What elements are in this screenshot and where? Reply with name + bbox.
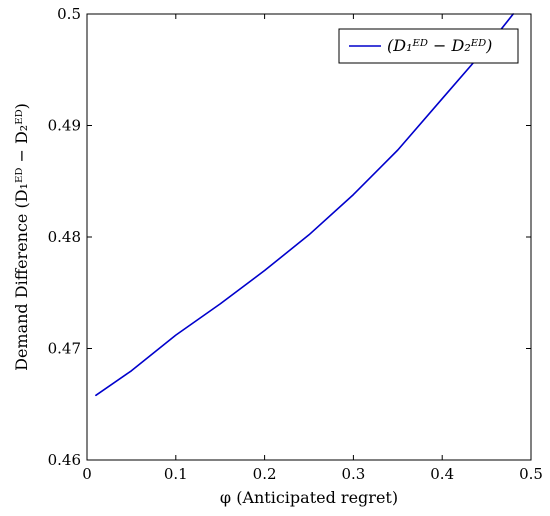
y-tick-label: 0.49 (48, 117, 81, 135)
ticks-layer: 0 0.1 0.2 0.3 0.4 0.5 0.46 0.47 0.48 0.49 0.5 (48, 5, 543, 483)
x-tick-label: 0.3 (341, 465, 365, 483)
y-tick-label: 0.5 (57, 5, 81, 23)
legend-label: (D₁ᴱᴰ − D₂ᴱᴰ) (387, 36, 492, 55)
y-axis-title: Demand Difference (D₁ᴱᴰ − D₂ᴱᴰ) (12, 103, 31, 371)
x-tick-label: 0.1 (164, 465, 188, 483)
plot-frame (86, 13, 532, 461)
y-tick-label: 0.47 (48, 340, 81, 358)
x-axis-title: φ (Anticipated regret) (220, 488, 398, 507)
x-tick-label: 0.4 (430, 465, 454, 483)
legend: (D₁ᴱᴰ − D₂ᴱᴰ) (338, 28, 519, 64)
y-tick-label: 0.48 (48, 228, 81, 246)
x-tick-label: 0 (82, 465, 92, 483)
y-tick-label: 0.46 (48, 451, 81, 469)
series-line (95, 13, 515, 397)
series-layer (95, 13, 515, 397)
x-tick-label: 0.5 (519, 465, 543, 483)
x-tick-label: 0.2 (253, 465, 277, 483)
